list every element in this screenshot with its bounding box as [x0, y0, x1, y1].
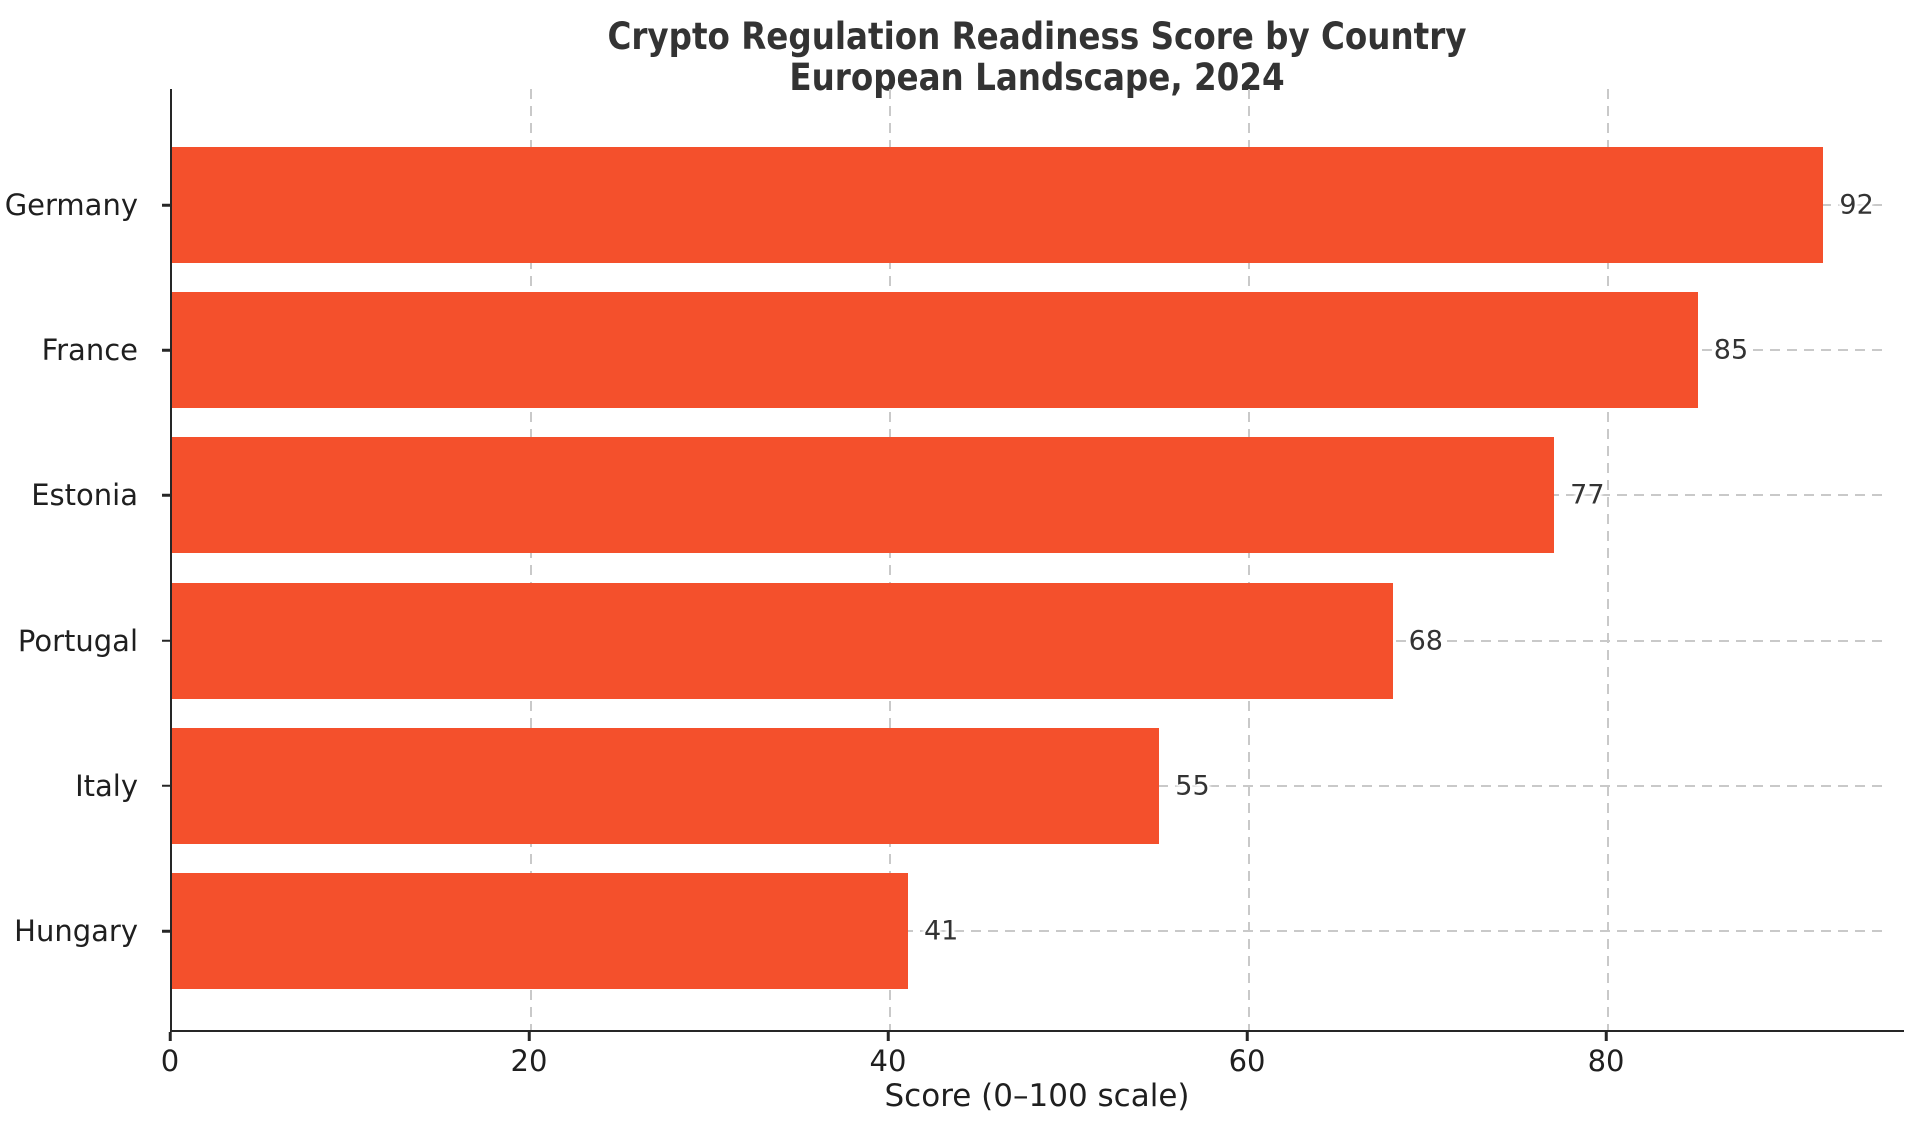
- x-tick-label-80: 80: [1587, 1044, 1625, 1078]
- bar-italy: [172, 727, 1160, 844]
- x-tick-label-40: 40: [869, 1044, 907, 1078]
- gridline-x-80: [1607, 89, 1610, 1030]
- bar-portugal: [172, 582, 1393, 699]
- y-tick-mark-germany: [162, 203, 172, 207]
- x-tick-mark-20: [527, 1032, 531, 1041]
- y-tick-mark-italy: [162, 784, 172, 788]
- bar-value-label-italy: 55: [1175, 770, 1210, 802]
- y-tick-label-portugal: Portugal: [17, 623, 138, 658]
- bar-germany: [172, 147, 1824, 263]
- bar-estonia: [172, 437, 1555, 554]
- y-tick-label-germany: Germany: [4, 188, 138, 222]
- bar-value-label-germany: 92: [1839, 189, 1874, 221]
- chart-title-block: Crypto Regulation Readiness Score by Cou…: [274, 16, 1800, 98]
- bar-value-label-hungary: 41: [923, 915, 959, 947]
- chart-subtitle: European Landscape, 2024: [789, 56, 1285, 99]
- y-tick-mark-estonia: [162, 494, 172, 497]
- x-tick-label-20: 20: [510, 1044, 548, 1078]
- gridline-y-hungary: [172, 930, 1887, 932]
- x-tick-mark-60: [1245, 1032, 1249, 1041]
- y-tick-label-estonia: Estonia: [31, 478, 138, 513]
- x-axis: 0 20 40 60 80: [161, 1032, 1904, 1092]
- x-tick-mark-80: [1604, 1032, 1608, 1041]
- y-tick-label-hungary: Hungary: [14, 914, 138, 948]
- x-tick-mark-40: [886, 1032, 890, 1041]
- y-tick-mark-portugal: [162, 639, 172, 642]
- y-tick-mark-hungary: [162, 929, 172, 933]
- bar-value-label-estonia: 77: [1570, 479, 1605, 511]
- bar-value-label-portugal: 68: [1408, 625, 1443, 657]
- gridline-x-40: [889, 89, 891, 1030]
- bar-hungary: [172, 873, 908, 989]
- bar-value-label-france: 85: [1713, 334, 1749, 366]
- y-tick-label-france: France: [41, 333, 138, 368]
- gridline-x-20: [530, 89, 532, 1030]
- gridline-x-60: [1248, 89, 1251, 1030]
- plot-area: 92 Germany 85 France 77 Estonia 68 Portugal 55 It…: [5, 89, 1904, 1032]
- x-axis-label: Score (0–100 scale): [884, 1078, 1190, 1114]
- chart-title: Crypto Regulation Readiness Score by Cou…: [607, 15, 1467, 58]
- bar-france: [172, 292, 1698, 409]
- x-tick-label-0: 0: [160, 1044, 180, 1078]
- x-tick-label-60: 60: [1228, 1044, 1266, 1078]
- y-tick-mark-france: [162, 348, 172, 352]
- x-tick-mark-0: [168, 1032, 172, 1041]
- y-tick-label-italy: Italy: [75, 768, 138, 803]
